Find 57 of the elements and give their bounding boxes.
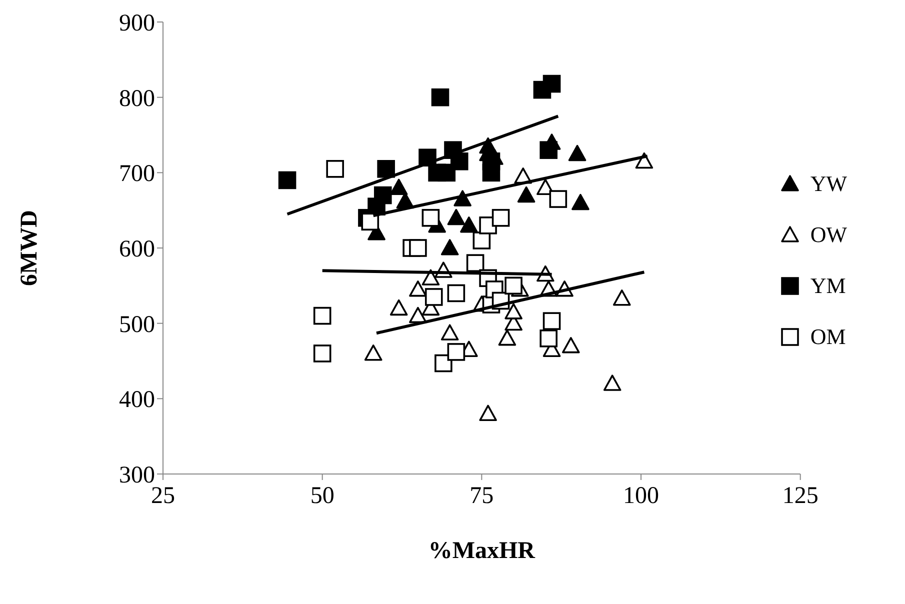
point: [498, 330, 516, 346]
point: [542, 74, 561, 93]
point: [364, 344, 382, 361]
point: [313, 306, 332, 325]
y-tick-label: 700: [119, 161, 155, 188]
y-tick-label: 900: [119, 10, 155, 37]
point: [492, 208, 510, 227]
point: [374, 186, 392, 204]
x-tick-label: 50: [310, 483, 334, 510]
y-tick-label: 800: [119, 86, 155, 112]
point: [361, 212, 380, 231]
x-tick-label: 25: [151, 483, 175, 510]
point: [390, 299, 408, 316]
point: [422, 269, 440, 286]
legend-label: OW: [810, 221, 847, 249]
point: [603, 374, 622, 391]
point: [438, 164, 456, 182]
point: [612, 290, 631, 306]
point: [377, 160, 395, 178]
point: [409, 239, 427, 257]
point: [424, 288, 443, 306]
point: [440, 239, 459, 256]
point: [466, 254, 484, 272]
x-tick-label: 125: [782, 483, 818, 510]
y-axis-title: 6MWD: [16, 210, 43, 286]
point: [326, 160, 344, 178]
x-axis-title: %MaxHR: [428, 538, 536, 564]
point: [540, 330, 558, 348]
y-tick-label: 400: [119, 387, 155, 414]
point: [422, 208, 440, 227]
y-tick-label: 600: [119, 236, 155, 263]
x-tick-label: 100: [623, 483, 660, 510]
x-tick-label: 75: [470, 483, 494, 510]
point: [562, 337, 580, 354]
legend-label: YM: [810, 272, 846, 300]
legend-label: YW: [810, 170, 847, 198]
point: [542, 312, 561, 330]
point: [278, 171, 296, 190]
point: [504, 276, 522, 295]
point: [568, 144, 586, 162]
point: [572, 194, 590, 210]
point: [390, 178, 408, 196]
point: [540, 141, 558, 159]
point: [447, 284, 466, 302]
point: [447, 343, 466, 361]
point: [313, 344, 332, 362]
point: [447, 208, 466, 226]
point: [504, 303, 522, 320]
point: [409, 280, 427, 297]
point: [440, 324, 459, 340]
y-tick-label: 500: [119, 312, 155, 338]
legend-label: OM: [810, 323, 846, 351]
point: [549, 190, 568, 208]
point: [479, 404, 497, 422]
point: [460, 216, 478, 233]
point: [431, 88, 450, 106]
point: [517, 186, 536, 203]
